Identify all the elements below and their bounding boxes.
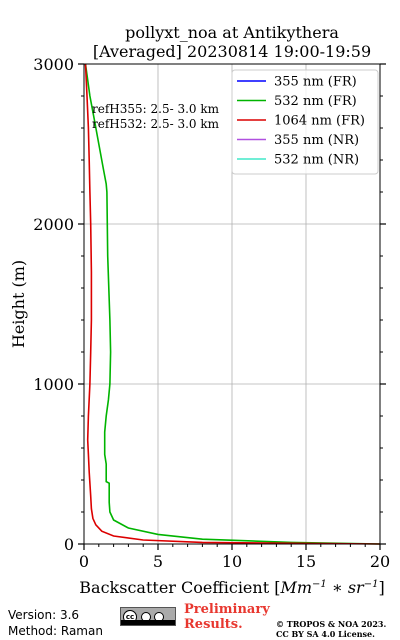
y-tick-label: 1000 [33,375,74,394]
x-tick-label: 15 [296,552,316,571]
chart-subtitle: [Averaged] 20230814 19:00-19:59 [93,42,371,61]
y-tick-label: 3000 [33,55,74,74]
legend-box [231,69,379,175]
preliminary-line-1: Preliminary [184,602,270,617]
y-axis-label: Height (m) [9,260,28,348]
footer-info: Version: 3.6 Method: Raman [8,607,103,639]
method-text: Method: Raman [8,624,103,638]
version-text: Version: 3.6 [8,608,80,622]
axis-ticks: 0 5 10 15 20 0 1000 2000 3000 [33,55,390,571]
preliminary-notice: Preliminary Results. [184,602,270,632]
copyright-line-2: CC BY SA 4.0 License. [276,629,375,639]
x-tick-label: 20 [370,552,390,571]
series-line-1064-nm-fr- [84,63,381,545]
legend-label: 1064 nm (FR) [274,114,365,129]
preliminary-line-2: Results. [184,617,243,632]
series-layer [84,63,381,545]
legend-label: 532 nm (NR) [274,153,359,168]
y-tick-label: 0 [64,535,74,554]
copyright-notice: © TROPOS & NOA 2023. CC BY SA 4.0 Licens… [276,619,386,639]
legend-label: 532 nm (FR) [274,94,357,109]
legend-label: 355 nm (NR) [274,133,359,148]
backscatter-profile-chart: pollyxt_noa at Antikythera [Averaged] 20… [9,23,390,597]
series-line-532-nm-fr- [84,63,381,545]
legend: 355 nm (FR) 532 nm (FR) 1064 nm (FR) 355 nm… [231,69,379,175]
chart-title: pollyxt_noa at Antikythera [125,23,339,42]
ref-annotation-355: refH355: 2.5- 3.0 km [92,102,220,116]
copyright-line-1: © TROPOS & NOA 2023. [276,619,387,629]
y-tick-label: 2000 [33,215,74,234]
x-axis-label: Backscatter Coefficient [Mm−1 ∗ sr−1] [79,578,384,597]
ref-annotation-532: refH532: 2.5- 3.0 km [92,117,220,131]
legend-label: 355 nm (FR) [274,75,357,90]
cc-license-badge-icon: cc [120,607,176,626]
x-tick-label: 10 [222,552,242,571]
x-tick-label: 0 [79,552,89,571]
x-tick-label: 5 [153,552,163,571]
